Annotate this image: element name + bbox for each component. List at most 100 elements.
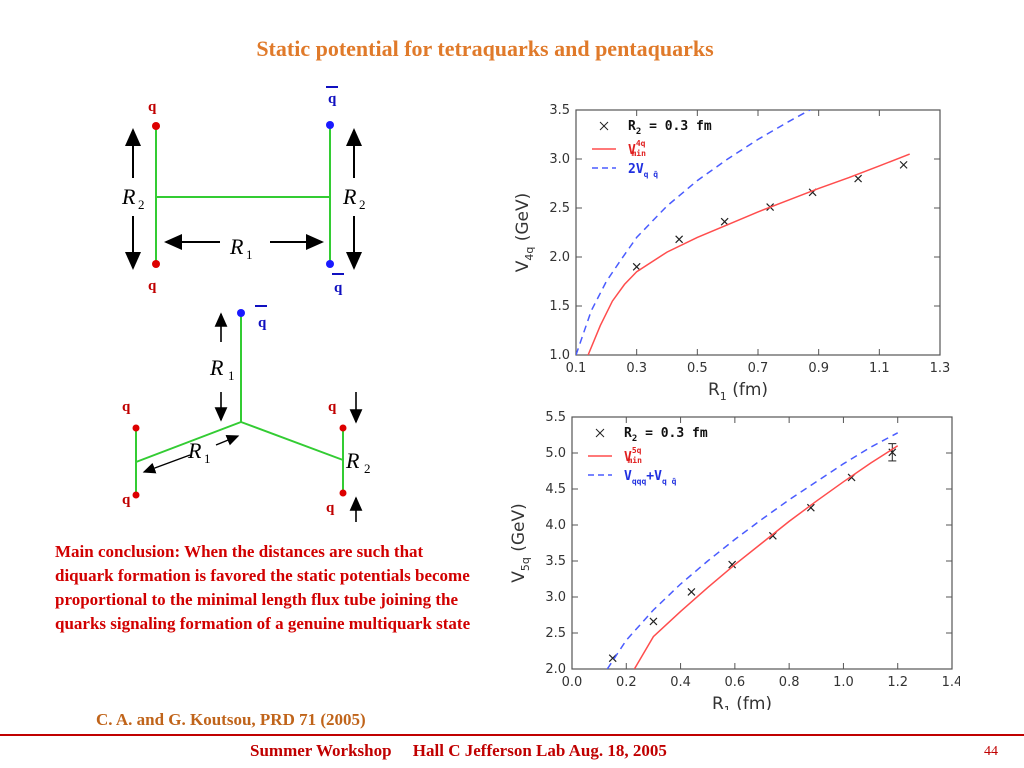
legend-dashed-label: Vqqq+Vq q̄	[624, 469, 677, 486]
antiquark-label: q	[258, 315, 267, 331]
antiquark-label: q	[328, 91, 337, 107]
r2-subscript: 2	[138, 197, 145, 212]
point-stroke	[768, 531, 777, 540]
x-tick-label: 0.9	[808, 361, 829, 376]
y-tick-label: 2.5	[545, 626, 566, 641]
y-tick-label: 5.5	[545, 410, 566, 425]
flux-tube-right	[240, 421, 344, 461]
pentaquark-diagram: q q q q q R 1 R 1 R 2	[122, 305, 371, 522]
x-axis-label: R1 (fm)	[712, 694, 772, 710]
y-axis-label: V5q (GeV)	[509, 503, 532, 583]
data-point	[608, 654, 617, 663]
data-point	[675, 235, 684, 244]
y-tick-label: 1.0	[549, 348, 570, 363]
antiquark-dot	[326, 121, 334, 129]
x-tick-label: 0.7	[748, 361, 769, 376]
x-tick-label: 0.3	[626, 361, 647, 376]
y-tick-label: 3.0	[549, 152, 570, 167]
x-tick-label: 0.1	[566, 361, 587, 376]
point-stroke	[806, 503, 815, 512]
tetraquark-potential-chart: 0.1 0.3 0.5 0.7 0.9 1.1 1.3 1.0 1.5 2.0 2.5 3.0 3.5 R…	[513, 103, 951, 402]
point-stroke	[720, 217, 729, 226]
quark-dot	[152, 122, 160, 130]
r1-label: R	[187, 438, 202, 463]
quark-label: q	[148, 99, 157, 115]
slide-title: Static potential for tetraquarks and pen…	[256, 36, 714, 61]
point-stroke	[675, 235, 684, 244]
point-stroke	[687, 588, 696, 596]
data-point	[649, 617, 658, 626]
arrow-right-icon	[215, 435, 240, 446]
data-point	[768, 531, 777, 540]
y-tick-label: 4.0	[545, 518, 566, 533]
antiquark-dot	[326, 260, 334, 268]
x-tick-label: 1.2	[887, 675, 908, 690]
y-tick-label: 4.5	[545, 482, 566, 497]
x-tick-label: 1.3	[930, 361, 951, 376]
y-tick-label: 2.5	[549, 201, 570, 216]
antiquark-label: q	[334, 280, 343, 296]
r2-subscript: 2	[364, 461, 371, 476]
r2-label: R	[121, 184, 136, 209]
legend-marker	[595, 428, 605, 438]
r2-label: R	[345, 448, 360, 473]
quark-label: q	[328, 399, 337, 415]
legend-marker	[599, 121, 609, 131]
point-stroke	[632, 262, 641, 271]
x-tick-label: 0.5	[687, 361, 708, 376]
data-point	[728, 560, 737, 569]
data-point	[687, 588, 696, 596]
quark-dot	[339, 489, 347, 497]
x-tick-label: 0.2	[616, 675, 637, 690]
y-tick-label: 1.5	[549, 299, 570, 314]
y-tick-label: 2.0	[545, 662, 566, 677]
r1-label: R	[209, 355, 224, 380]
y-tick-label: 3.0	[545, 590, 566, 605]
plot-frame	[571, 416, 953, 670]
solid-curve	[633, 445, 899, 669]
footer-text: Summer Workshop Hall C Jefferson Lab Aug…	[250, 741, 667, 760]
x-tick-label: 0.6	[725, 675, 746, 690]
r1-subscript: 1	[204, 451, 211, 466]
quark-dot	[339, 424, 347, 432]
quark-label: q	[122, 492, 131, 508]
quark-label: q	[326, 500, 335, 516]
r1-subscript: 1	[246, 247, 253, 262]
legend-dashed-label: 2Vq q̄	[628, 162, 658, 179]
quark-label: q	[148, 278, 157, 294]
tetraquark-diagram: q q q q R 2 R 2 R 1	[121, 86, 366, 296]
legend-points-label: R2 = 0.3 fm	[624, 426, 708, 444]
main-conclusion: Main conclusion: When the distances are …	[55, 542, 471, 633]
quark-dot	[152, 260, 160, 268]
dashed-curve	[576, 110, 812, 355]
point-stroke	[854, 174, 863, 183]
r1-subscript: 1	[228, 368, 235, 383]
quark-dot	[132, 491, 140, 499]
x-tick-label: 0.0	[562, 675, 583, 690]
quark-dot	[132, 424, 140, 432]
antiquark-dot	[237, 309, 245, 317]
y-tick-label: 3.5	[545, 554, 566, 569]
y-tick-label: 5.0	[545, 446, 566, 461]
citation: C. A. and G. Koutsou, PRD 71 (2005)	[96, 710, 366, 729]
flux-tube-left	[135, 421, 242, 463]
data-point	[899, 160, 908, 169]
solid-curve	[587, 153, 910, 355]
legend-solid-label: V4q min	[628, 139, 646, 158]
x-axis-label: R1 (fm)	[708, 380, 768, 402]
data-point	[854, 174, 863, 183]
x-tick-label: 0.8	[779, 675, 800, 690]
data-point	[632, 262, 641, 271]
page-number: 44	[984, 744, 998, 759]
pentaquark-potential-chart: 0.0 0.2 0.4 0.6 0.8 1.0 1.2 1.4 2.0 2.5 3.0 3.5 4.0 4…	[509, 410, 960, 710]
x-tick-label: 0.4	[670, 675, 691, 690]
r1-label: R	[229, 234, 244, 259]
r2-label: R	[342, 184, 357, 209]
data-point	[888, 443, 897, 462]
y-tick-label: 2.0	[549, 250, 570, 265]
y-axis-label: V4q (GeV)	[513, 193, 536, 273]
arrow-left-icon	[142, 454, 191, 474]
footer-divider	[0, 734, 1024, 736]
x-tick-label: 1.4	[942, 675, 960, 690]
x-tick-label: 1.1	[869, 361, 890, 376]
